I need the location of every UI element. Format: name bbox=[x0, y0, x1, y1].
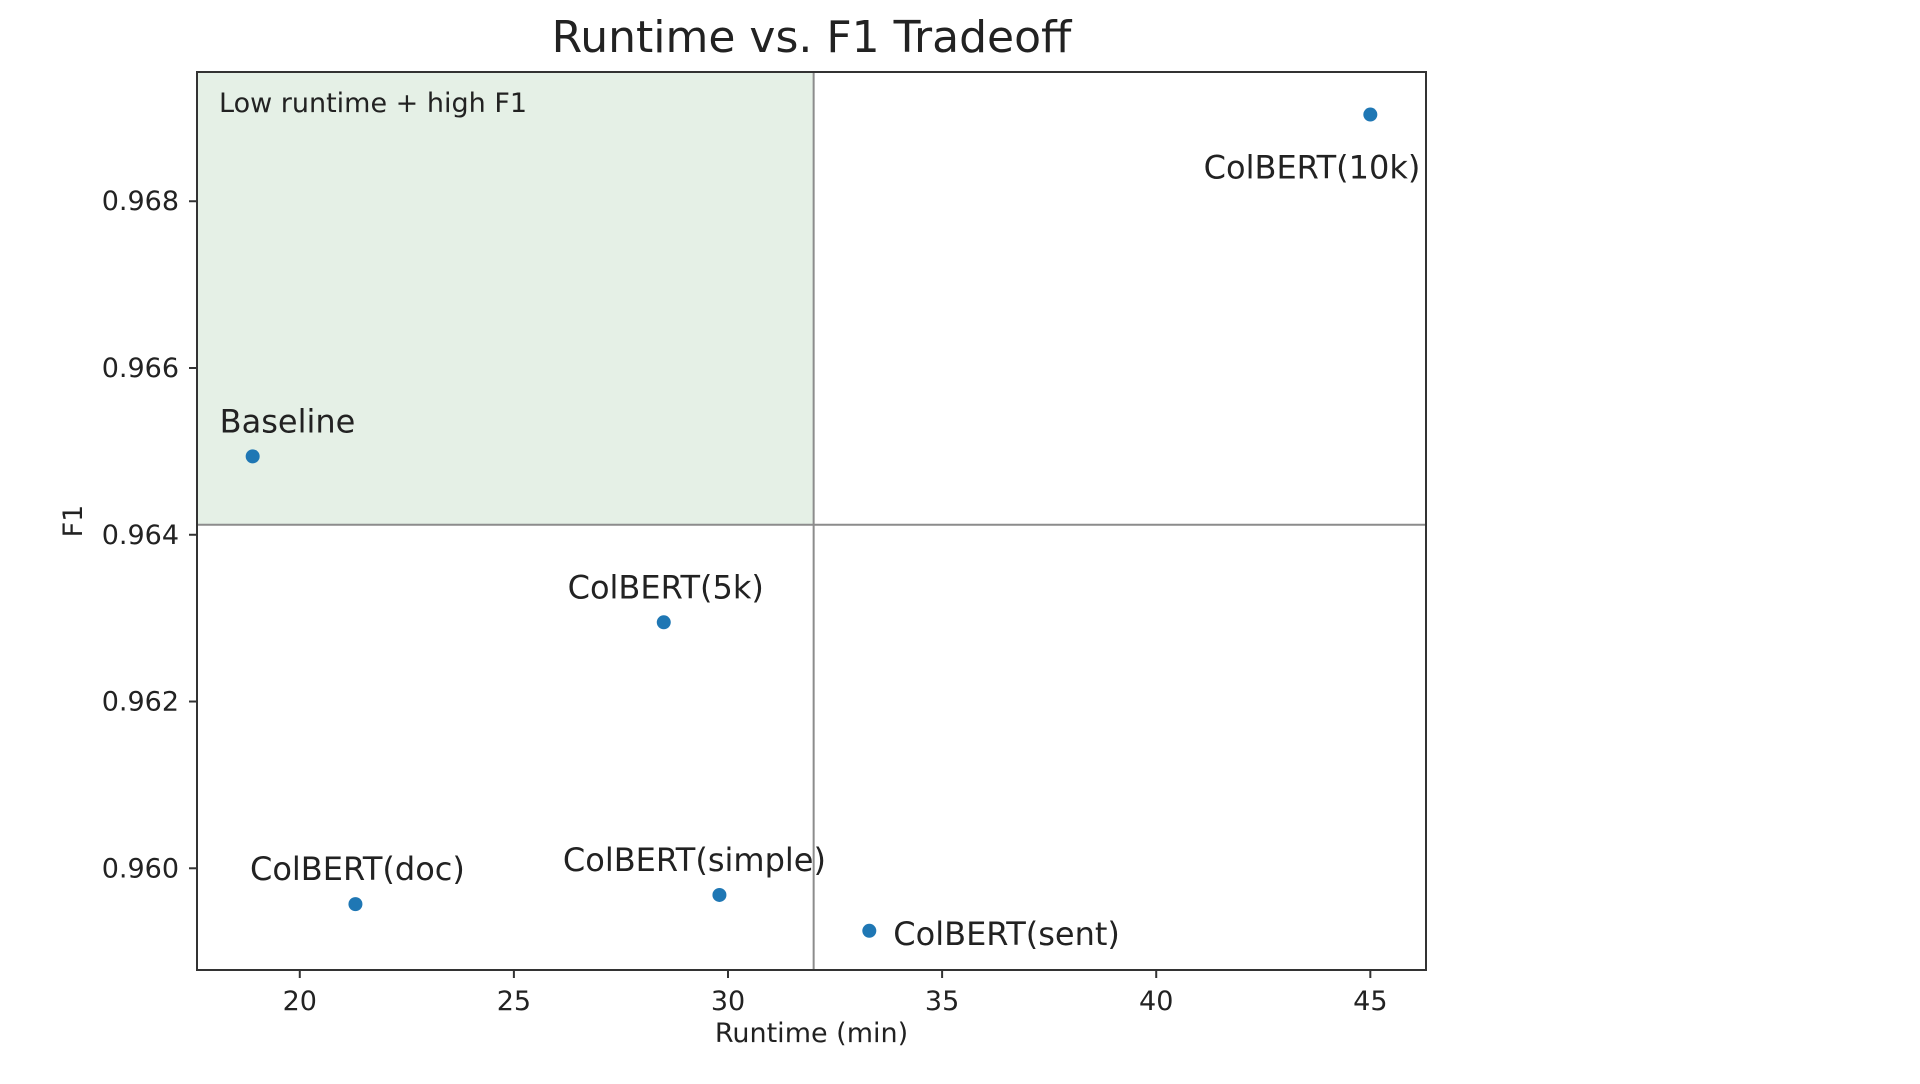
x-tick-label: 35 bbox=[925, 986, 959, 1017]
y-axis-label: F1 bbox=[58, 505, 89, 538]
chart-title: Runtime vs. F1 Tradeoff bbox=[552, 12, 1073, 63]
x-axis-label: Runtime (min) bbox=[715, 1018, 908, 1049]
plot-frame bbox=[196, 71, 1427, 971]
data-point-label: ColBERT(doc) bbox=[250, 850, 465, 888]
highlight-region-label: Low runtime + high F1 bbox=[219, 88, 527, 119]
y-tick-label: 0.966 bbox=[102, 353, 179, 384]
x-tick-label: 30 bbox=[711, 986, 745, 1017]
data-point bbox=[348, 897, 363, 912]
data-point-label: ColBERT(10k) bbox=[1204, 149, 1421, 187]
y-tick-label: 0.960 bbox=[102, 853, 179, 884]
data-point bbox=[656, 615, 671, 630]
data-point-label: ColBERT(5k) bbox=[568, 568, 764, 606]
data-point bbox=[1363, 107, 1378, 122]
y-tick-label: 0.968 bbox=[102, 186, 179, 217]
data-point-label: ColBERT(simple) bbox=[563, 841, 826, 879]
data-point-label: ColBERT(sent) bbox=[893, 915, 1120, 953]
x-tick-label: 25 bbox=[497, 986, 531, 1017]
highlight-region bbox=[197, 72, 814, 525]
y-tick-label: 0.962 bbox=[102, 687, 179, 718]
x-tick-label: 45 bbox=[1353, 986, 1387, 1017]
data-point bbox=[862, 923, 877, 938]
x-tick-label: 20 bbox=[283, 986, 317, 1017]
y-tick-label: 0.964 bbox=[102, 520, 179, 551]
x-tick-label: 40 bbox=[1139, 986, 1173, 1017]
data-point-label: Baseline bbox=[220, 402, 356, 440]
data-point bbox=[712, 887, 727, 902]
data-point bbox=[245, 449, 260, 464]
